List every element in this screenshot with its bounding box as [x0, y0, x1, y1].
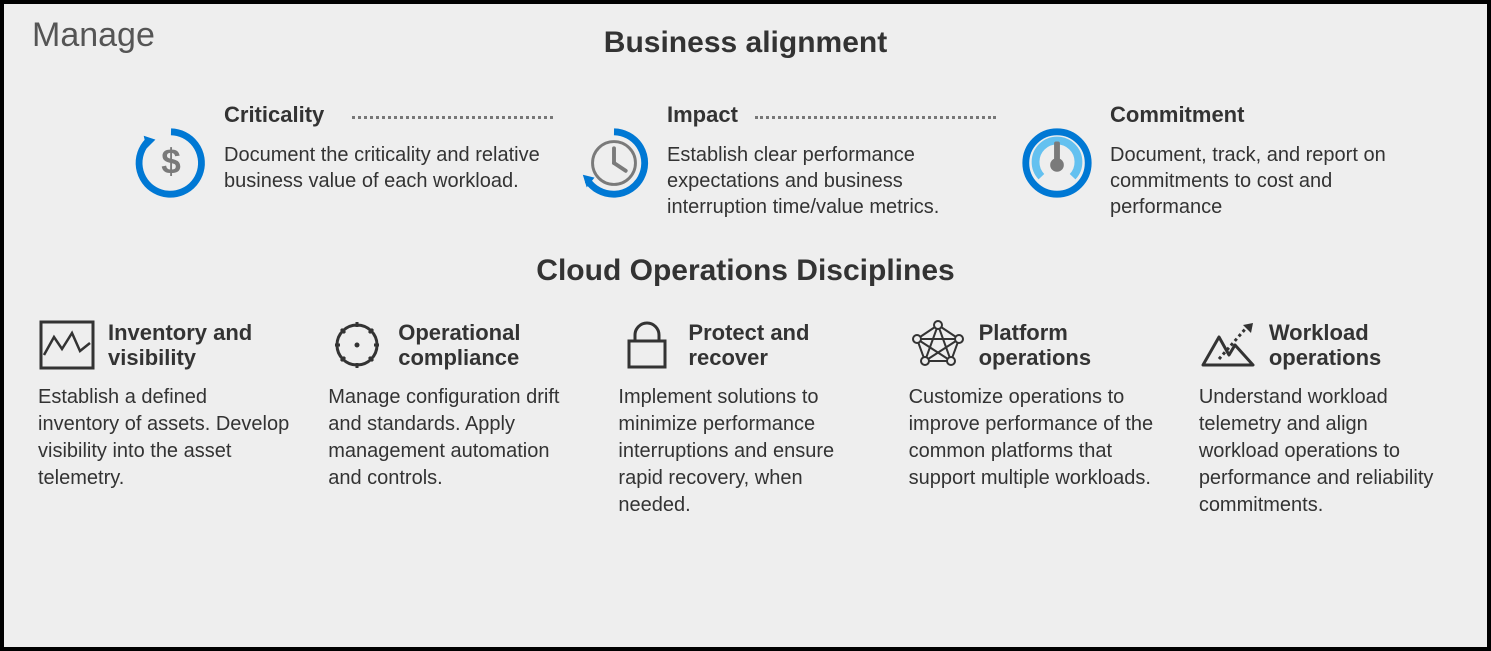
disc-item-desc: Manage configuration drift and standards…	[328, 384, 582, 492]
dotted-connector	[755, 116, 996, 119]
disc-item-desc: Understand workload telemetry and align …	[1199, 384, 1453, 519]
section-title-business-alignment: Business alignment	[32, 26, 1459, 60]
network-icon	[909, 319, 967, 371]
ba-item-commitment: Commitment Document, track, and report o…	[1018, 102, 1451, 220]
disc-item-desc: Implement solutions to minimize performa…	[618, 384, 872, 519]
ba-item-criticality: $ Criticality Document the criticality a…	[132, 102, 565, 220]
chart-box-icon	[38, 319, 96, 371]
cloud-ops-row: Inventory and visibility Establish a def…	[32, 316, 1459, 519]
section-title-cloud-ops: Cloud Operations Disciplines	[32, 254, 1459, 288]
ba-item-title: Impact	[667, 102, 738, 128]
ba-item-desc: Establish clear performance expectations…	[667, 142, 994, 220]
disc-item-title: Platform operations	[979, 320, 1163, 371]
disc-item-compliance: Operational compliance Manage configurat…	[328, 316, 582, 519]
gear-ring-icon	[328, 319, 386, 371]
page-label: Manage	[32, 16, 155, 55]
business-alignment-row: $ Criticality Document the criticality a…	[32, 102, 1459, 220]
disc-item-platform: Platform operations Customize operations…	[909, 316, 1163, 519]
lock-icon	[618, 319, 676, 371]
peaks-icon	[1199, 319, 1257, 371]
clock-cycle-icon	[575, 124, 653, 202]
svg-text:$: $	[161, 143, 181, 182]
disc-item-desc: Customize operations to improve performa…	[909, 384, 1163, 492]
ba-item-impact: Impact Establish clear performance expec…	[575, 102, 1008, 220]
disc-item-title: Protect and recover	[688, 320, 872, 371]
disc-item-inventory: Inventory and visibility Establish a def…	[38, 316, 292, 519]
dotted-connector	[352, 116, 553, 119]
disc-item-workload: Workload operations Understand workload …	[1199, 316, 1453, 519]
ba-item-title: Criticality	[224, 102, 324, 128]
ba-text: Commitment Document, track, and report o…	[1110, 102, 1451, 220]
disc-item-title: Inventory and visibility	[108, 320, 292, 371]
ba-item-title: Commitment	[1110, 102, 1244, 128]
diagram-frame: Manage Business alignment $ Criticality …	[4, 4, 1487, 647]
disc-item-title: Workload operations	[1269, 320, 1453, 371]
disc-item-protect: Protect and recover Implement solutions …	[618, 316, 872, 519]
gauge-icon	[1018, 124, 1096, 202]
disc-item-desc: Establish a defined inventory of assets.…	[38, 384, 292, 492]
dollar-cycle-icon: $	[132, 124, 210, 202]
ba-item-desc: Document, track, and report on commitmen…	[1110, 142, 1437, 220]
disc-item-title: Operational compliance	[398, 320, 582, 371]
ba-item-desc: Document the criticality and relative bu…	[224, 142, 551, 194]
ba-text: Impact Establish clear performance expec…	[667, 102, 1008, 220]
